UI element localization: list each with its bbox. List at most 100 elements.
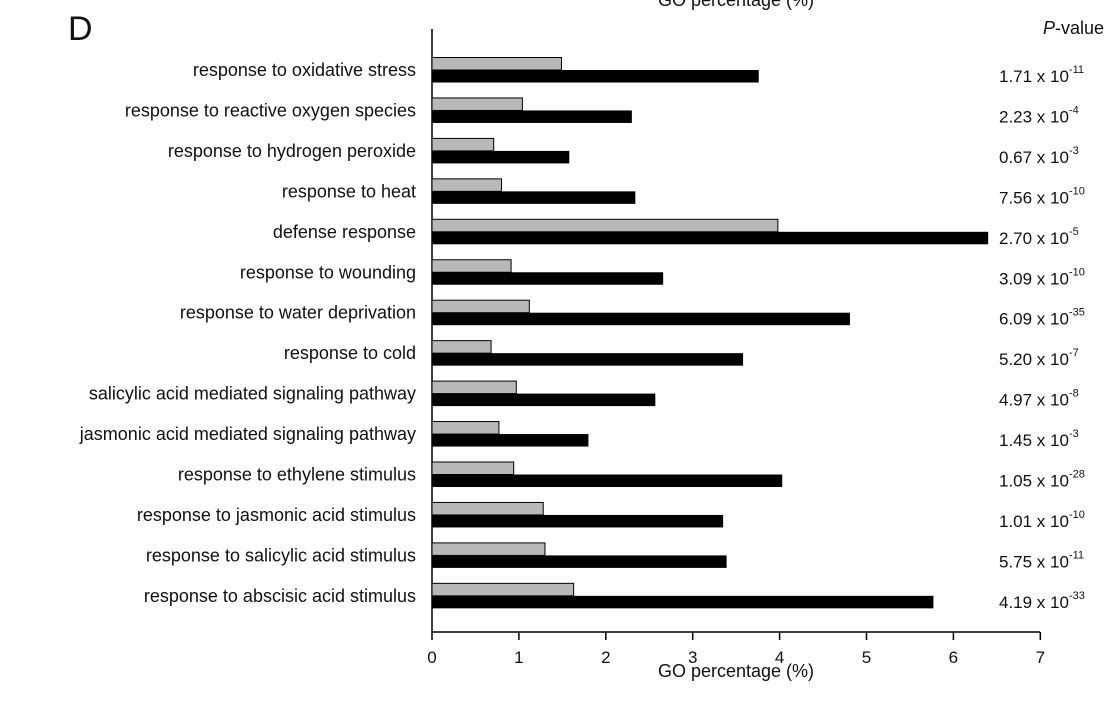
pvalue-exponent: -4 [1069,104,1079,116]
pvalue-mantissa: 1.45 x 10 [999,431,1069,450]
x-tick-label: 2 [601,648,610,667]
bar-target-genes [432,393,656,407]
bar-target-genes [432,150,570,164]
bar-background-genome [431,97,523,111]
bar-background-genome [431,461,515,475]
pvalue-mantissa: 2.70 x 10 [999,229,1069,248]
bar-background-genome [431,380,517,395]
pvalue-exponent: -10 [1069,266,1085,278]
panel-label: D [68,10,93,48]
x-axis-title: GO percentage (%) [658,661,814,681]
pvalue-exponent: -3 [1069,145,1079,157]
bar-target-genes [432,312,850,326]
category-label: response to cold [284,343,416,363]
pvalue-mantissa: 0.67 x 10 [999,148,1069,167]
x-tick-label: 4 [775,648,784,667]
pvalue-mantissa: 2.23 x 10 [999,107,1069,126]
pvalue-label: 1.71 x 10-11 [999,64,1084,86]
pvalue-mantissa: 1.05 x 10 [999,472,1069,491]
x-tick-label: 0 [427,648,436,667]
category-label: response to reactive oxygen species [125,100,416,120]
x-axis-ticks: 0 1 2 3 4 5 6 7 [427,632,1045,667]
bar-target-genes [432,110,632,123]
pvalue-label: 1.01 x 10-10 [999,509,1085,531]
category-label: salicylic acid mediated signaling pathwa… [89,384,416,404]
bar-target-genes [432,434,589,447]
pvalue-label: 2.23 x 10-4 [999,104,1079,126]
category-label: jasmonic acid mediated signaling pathway [79,424,416,444]
bar-target-genes [432,70,759,83]
category-label: response to water deprivation [180,303,416,323]
pvalue-exponent: -11 [1069,64,1084,76]
pvalue-mantissa: 5.75 x 10 [999,552,1069,571]
pvalue-header-italic: P [1043,18,1055,38]
pvalue-exponent: -10 [1069,509,1085,521]
x-tick-label: 1 [514,648,523,667]
pvalue-mantissa: 7.56 x 10 [999,188,1069,207]
bar-target-genes [432,514,724,528]
bar-target-genes [432,191,636,204]
pvalue-label: 4.97 x 10-8 [999,388,1079,410]
pvalue-label: 5.75 x 10-11 [999,549,1084,571]
pvalue-label: 0.67 x 10-3 [999,145,1079,167]
category-label: response to salicylic acid stimulus [146,545,416,565]
pvalue-label: 1.45 x 10-3 [999,428,1079,450]
pvalue-label: 6.09 x 10-35 [999,307,1085,329]
pvalue-mantissa: 1.01 x 10 [999,512,1069,531]
category-label: response to wounding [240,262,416,282]
bar-target-genes [432,595,934,609]
bar-target-genes [432,353,744,366]
category-label: response to jasmonic acid stimulus [137,505,416,525]
bar-target-genes [432,555,727,568]
pvalue-mantissa: 1.71 x 10 [999,67,1069,86]
category-label: response to ethylene stimulus [178,465,416,485]
bar-background-genome [431,178,503,192]
pvalue-label: 3.09 x 10-10 [999,266,1085,288]
pvalue-exponent: -28 [1069,469,1085,481]
pvalue-exponent: -7 [1069,347,1079,359]
pvalue-exponent: -33 [1069,590,1085,602]
pvalue-mantissa: 4.97 x 10 [999,391,1069,410]
pvalue-header-rest: -value [1055,18,1104,38]
bar-target-genes [432,474,783,487]
pvalue-label: 1.05 x 10-28 [999,469,1085,491]
pvalue-label: 2.70 x 10-5 [999,226,1079,248]
x-tick-label: 3 [688,648,697,667]
bar-background-genome [431,57,562,71]
pvalue-exponent: -10 [1069,185,1085,197]
category-label: defense response [273,222,416,242]
bar-background-genome [431,542,546,556]
x-tick-label: 7 [1036,648,1045,667]
bar-background-genome [431,582,575,597]
bar-background-genome [431,340,492,354]
x-tick-label: 6 [949,648,958,667]
pvalue-mantissa: 4.19 x 10 [999,593,1069,612]
pvalue-header: P-value [1043,18,1104,38]
category-label: response to hydrogen peroxide [168,141,416,161]
category-labels: response to oxidative stress response to … [79,60,416,606]
pvalue-label: 7.56 x 10-10 [999,185,1085,207]
pvalue-exponent: -11 [1069,549,1084,561]
bar-target-genes [432,231,989,245]
x-tick-label: 5 [862,648,871,667]
pvalue-labels: 1.71 x 10-112.23 x 10-40.67 x 10-37.56 x… [999,64,1085,612]
pvalue-mantissa: 5.20 x 10 [999,350,1069,369]
bar-background-genome [431,137,495,152]
pvalue-exponent: -3 [1069,428,1079,440]
bar-background-genome [431,421,500,435]
bars [431,57,989,609]
bar-background-genome [431,259,512,273]
pvalue-label: 5.20 x 10-7 [999,347,1079,369]
category-label: response to heat [282,181,416,201]
pvalue-label: 4.19 x 10-33 [999,590,1085,612]
pvalue-mantissa: 6.09 x 10 [999,310,1069,329]
bar-background-genome [431,299,530,314]
pvalue-exponent: -5 [1069,226,1079,238]
bar-background-genome [431,218,779,233]
top-axis-title: GO percentage (%) [658,0,814,10]
pvalue-exponent: -35 [1069,307,1085,319]
category-label: response to oxidative stress [193,60,416,80]
pvalue-exponent: -8 [1069,388,1079,400]
bar-target-genes [432,272,664,285]
